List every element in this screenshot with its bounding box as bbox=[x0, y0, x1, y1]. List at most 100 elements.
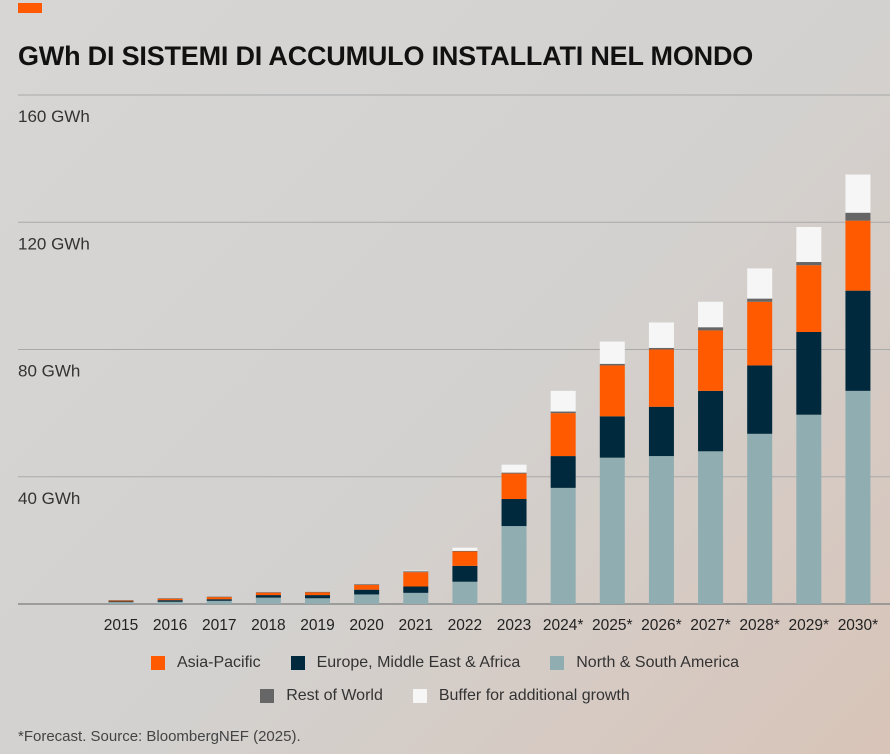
bar-2021-north-south-america bbox=[403, 592, 429, 604]
bar-2025-north-south-america bbox=[599, 457, 625, 604]
bar-2029-north-south-america bbox=[796, 414, 822, 604]
bar-2027-rest-of-world bbox=[698, 327, 724, 331]
bar-2030-buffer-for-additional-growth bbox=[845, 174, 871, 213]
bar-2023-rest-of-world bbox=[501, 472, 527, 474]
bar-2020-asia-pacific bbox=[354, 584, 380, 590]
bar-2017-rest-of-world bbox=[206, 596, 232, 598]
legend-swatch-buffer bbox=[412, 689, 427, 703]
bar-2027-europe-middle-east-africa bbox=[698, 390, 724, 452]
bar-2021-rest-of-world bbox=[403, 571, 429, 573]
x-tick-label-2022: 2022 bbox=[448, 617, 482, 634]
y-tick-label: 80 GWh bbox=[18, 362, 80, 381]
bar-2018-asia-pacific bbox=[255, 592, 281, 596]
bar-2015-rest-of-world bbox=[108, 600, 134, 601]
accent-bar bbox=[18, 3, 42, 13]
bar-2019-rest-of-world bbox=[305, 591, 331, 593]
chart-title: GWh DI SISTEMI DI ACCUMULO INSTALLATI NE… bbox=[18, 41, 754, 71]
y-axis-ticks: 40 GWh 80 GWh 120 GWh 160 GWh bbox=[18, 107, 90, 508]
x-tick-label-2016: 2016 bbox=[153, 617, 187, 634]
bar-2024-rest-of-world bbox=[550, 411, 576, 414]
legend-item-rest-of-world: Rest of World bbox=[260, 687, 383, 705]
bar-2020-europe-middle-east-africa bbox=[354, 589, 380, 595]
bar-2026-rest-of-world bbox=[648, 347, 674, 350]
bar-2030-asia-pacific bbox=[845, 220, 871, 291]
bar-2028-north-south-america bbox=[747, 433, 773, 604]
x-tick-label-2027: 2027* bbox=[690, 617, 731, 634]
bar-2029-buffer-for-additional-growth bbox=[796, 227, 822, 263]
bar-2027-north-south-america bbox=[698, 451, 724, 604]
bar-2018-rest-of-world bbox=[255, 592, 281, 593]
bar-2017-europe-middle-east-africa bbox=[206, 599, 232, 601]
bar-2029-rest-of-world bbox=[796, 262, 822, 266]
bar-2015-north-south-america bbox=[108, 602, 134, 604]
bar-2021-europe-middle-east-africa bbox=[403, 586, 429, 593]
bar-2017-north-south-america bbox=[206, 600, 232, 604]
bar-2024-asia-pacific bbox=[550, 413, 576, 457]
x-tick-label-2021: 2021 bbox=[399, 617, 433, 634]
x-tick-label-2023: 2023 bbox=[497, 617, 531, 634]
bar-2024-buffer-for-additional-growth bbox=[550, 390, 576, 412]
footnote: *Forecast. Source: BloombergNEF (2025). bbox=[18, 728, 301, 745]
bar-2025-asia-pacific bbox=[599, 365, 625, 417]
bar-2020-north-south-america bbox=[354, 594, 380, 604]
x-tick-label-2025: 2025* bbox=[592, 617, 633, 634]
legend-item-americas: North & South America bbox=[550, 654, 739, 672]
bar-2030-north-south-america bbox=[845, 390, 871, 604]
x-tick-label-2018: 2018 bbox=[251, 617, 285, 634]
bar-2016-asia-pacific bbox=[157, 598, 183, 601]
bar-2018-europe-middle-east-africa bbox=[255, 595, 281, 598]
bar-2021-buffer-for-additional-growth bbox=[403, 570, 429, 572]
bar-2026-buffer-for-additional-growth bbox=[648, 322, 674, 348]
bars bbox=[108, 174, 871, 604]
bar-2025-buffer-for-additional-growth bbox=[599, 341, 625, 364]
bar-2029-europe-middle-east-africa bbox=[796, 332, 822, 415]
bar-2020-rest-of-world bbox=[354, 584, 380, 585]
legend-label-rest-of-world: Rest of World bbox=[286, 687, 383, 704]
bar-2019-asia-pacific bbox=[305, 592, 331, 596]
y-tick-label: 160 GWh bbox=[18, 107, 90, 126]
bar-2016-europe-middle-east-africa bbox=[157, 600, 183, 602]
bar-2022-buffer-for-additional-growth bbox=[452, 547, 478, 551]
x-tick-label-2028: 2028* bbox=[739, 617, 780, 634]
x-tick-label-2026: 2026* bbox=[641, 617, 682, 634]
bar-2028-europe-middle-east-africa bbox=[747, 365, 773, 434]
bar-2022-rest-of-world bbox=[452, 550, 478, 552]
bar-2015-asia-pacific bbox=[108, 600, 134, 602]
legend-label-buffer: Buffer for additional growth bbox=[438, 687, 630, 704]
y-tick-label: 40 GWh bbox=[18, 489, 80, 508]
legend-swatch-asia-pacific bbox=[151, 656, 165, 670]
legend-row-2: Rest of World Buffer for additional grow… bbox=[0, 687, 890, 705]
x-tick-label-2029: 2029* bbox=[789, 617, 830, 634]
bar-2026-asia-pacific bbox=[648, 349, 674, 407]
bar-2028-buffer-for-additional-growth bbox=[747, 268, 773, 299]
x-tick-label-2019: 2019 bbox=[300, 617, 334, 634]
bar-2028-asia-pacific bbox=[747, 301, 773, 366]
bar-2017-asia-pacific bbox=[206, 597, 232, 600]
bar-2016-rest-of-world bbox=[157, 598, 183, 599]
bar-2023-buffer-for-additional-growth bbox=[501, 464, 527, 473]
bar-2016-north-south-america bbox=[157, 601, 183, 604]
legend-item-buffer: Buffer for additional growth bbox=[412, 687, 630, 705]
legend-row-1: Asia-Pacific Europe, Middle East & Afric… bbox=[0, 654, 890, 672]
legend-swatch-rest-of-world bbox=[260, 689, 275, 703]
bar-2022-asia-pacific bbox=[452, 551, 478, 566]
legend-item-asia-pacific: Asia-Pacific bbox=[151, 654, 261, 672]
bar-2023-north-south-america bbox=[501, 526, 527, 604]
x-tick-label-2024: 2024* bbox=[543, 617, 584, 634]
legend-label-emea: Europe, Middle East & Africa bbox=[316, 654, 521, 671]
bar-2019-europe-middle-east-africa bbox=[305, 595, 331, 599]
bar-2024-europe-middle-east-africa bbox=[550, 456, 576, 488]
bar-2025-rest-of-world bbox=[599, 363, 625, 366]
x-tick-label-2015: 2015 bbox=[104, 617, 138, 634]
bar-2015-europe-middle-east-africa bbox=[108, 601, 134, 603]
x-tick-label-2020: 2020 bbox=[349, 617, 384, 634]
legend-label-asia-pacific: Asia-Pacific bbox=[177, 654, 261, 671]
bar-2023-europe-middle-east-africa bbox=[501, 499, 527, 527]
bar-2026-north-south-america bbox=[648, 456, 674, 604]
bar-2019-north-south-america bbox=[305, 598, 331, 604]
x-axis-ticks: 2015 2016 2017 2018 2019 2020 2021 2022 2023 2024… bbox=[104, 617, 878, 634]
bar-2022-north-south-america bbox=[452, 581, 478, 604]
x-tick-label-2017: 2017 bbox=[202, 617, 236, 634]
bar-2030-europe-middle-east-africa bbox=[845, 290, 871, 391]
